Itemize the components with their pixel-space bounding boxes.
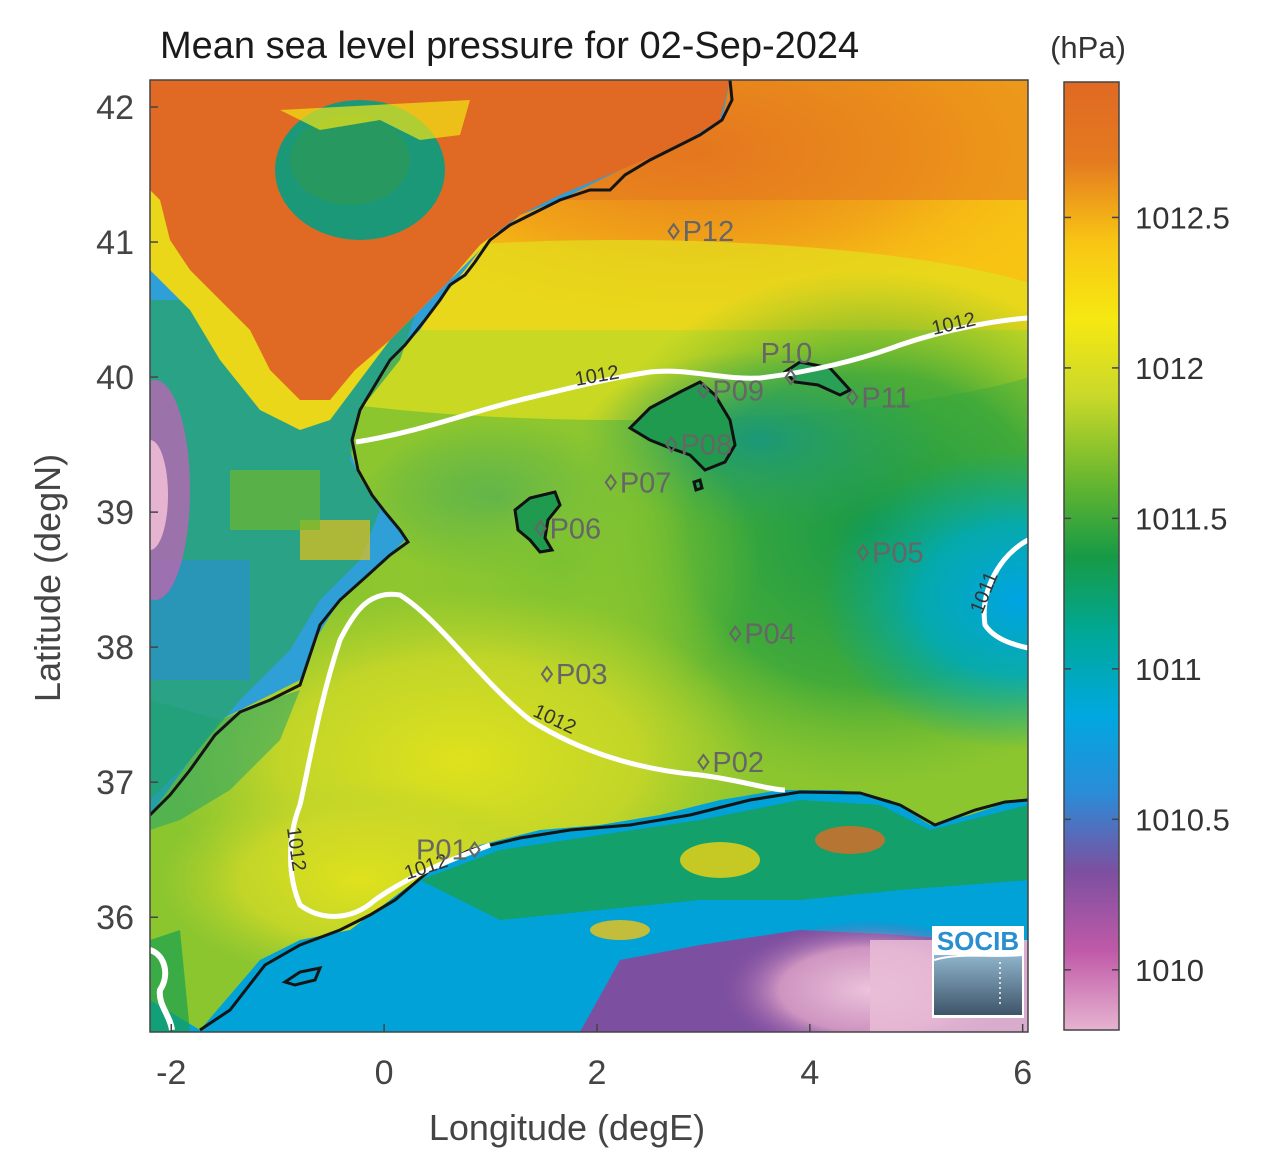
map-frame <box>149 79 1029 1033</box>
station-label: P06 <box>550 513 602 545</box>
station-marker <box>604 473 618 492</box>
x-tick-label: 2 <box>588 1054 607 1092</box>
coastlines <box>150 80 1028 1032</box>
x-axis: -2 0 2 4 6 <box>156 1024 1032 1092</box>
colorbar-tick-label: 1010 <box>1135 953 1204 988</box>
x-tick-label: -2 <box>156 1054 186 1092</box>
colorbar-tick-label: 1011.5 <box>1135 501 1228 536</box>
x-axis-label: Longitude (degE) <box>429 1107 705 1148</box>
y-tick-label: 36 <box>96 899 134 937</box>
station-label: P02 <box>712 747 764 779</box>
ibiza-island <box>513 490 562 554</box>
station-marker <box>729 624 742 643</box>
station-label: P08 <box>680 430 732 462</box>
isobar-1012-southwest <box>288 804 491 919</box>
colorbar-tick-label: 1010.5 <box>1135 802 1230 837</box>
colorbar-ramp <box>1063 81 1120 1031</box>
station-label: P01 <box>416 835 468 867</box>
colorbar-unit: (hPa) <box>1050 30 1126 65</box>
balearic-islands <box>513 360 853 554</box>
station-label: P07 <box>620 467 672 499</box>
x-tick-label: 0 <box>375 1054 394 1092</box>
isobar-sw-corner <box>150 947 175 1031</box>
station-marker <box>846 388 859 407</box>
cabrera-island <box>692 478 704 492</box>
station-label: P05 <box>872 538 924 570</box>
station-marker <box>665 435 678 454</box>
y-tick-label: 37 <box>96 764 134 802</box>
colorbar-tick-label: 1012.5 <box>1135 200 1230 235</box>
y-tick-label: 41 <box>96 224 134 262</box>
y-axis: 42 41 40 39 38 37 36 <box>96 89 158 937</box>
socib-logo-text: SOCIB <box>937 926 1019 956</box>
station-label: P04 <box>744 619 796 651</box>
isobars <box>150 315 1028 1031</box>
x-tick-label: 6 <box>1013 1054 1032 1092</box>
station-marker <box>540 665 554 683</box>
colorbar-tick-label: 1012 <box>1135 351 1204 386</box>
station-marker <box>784 368 797 386</box>
station-marker <box>697 381 710 400</box>
colorbar-ticks: 1012.5 1012 1011.5 1011 1010.5 1010 <box>1064 200 1230 988</box>
y-tick-label: 38 <box>96 629 134 667</box>
colorbar-tick-label: 1011 <box>1135 652 1202 687</box>
y-axis-label: Latitude (degN) <box>27 454 68 702</box>
station-label: P11 <box>861 382 910 414</box>
station-marker <box>667 222 680 240</box>
station-marker <box>856 543 870 562</box>
isobar-1012-north <box>355 315 1028 445</box>
chart-title: Mean sea level pressure for 02-Sep-2024 <box>160 25 859 67</box>
station-label: P10 <box>761 338 813 370</box>
isobar-1011-east <box>981 537 1028 651</box>
x-tick-label: 4 <box>800 1054 819 1092</box>
station-marker <box>697 753 710 771</box>
station-label: P09 <box>712 376 764 408</box>
y-tick-label: 40 <box>96 359 134 397</box>
station-marker <box>534 519 547 538</box>
socib-logo: SOCIB <box>932 926 1024 1018</box>
y-tick-label: 42 <box>96 89 134 127</box>
y-tick-label: 39 <box>96 494 134 532</box>
isobar-1012-south <box>297 591 786 806</box>
colorbar: 1012.5 1012 1011.5 1011 1010.5 1010 (hPa) <box>1050 30 1230 1031</box>
station-label: P03 <box>556 659 608 691</box>
iberia-land <box>150 80 730 830</box>
station-label: P12 <box>683 216 735 248</box>
station-marker <box>468 840 481 859</box>
